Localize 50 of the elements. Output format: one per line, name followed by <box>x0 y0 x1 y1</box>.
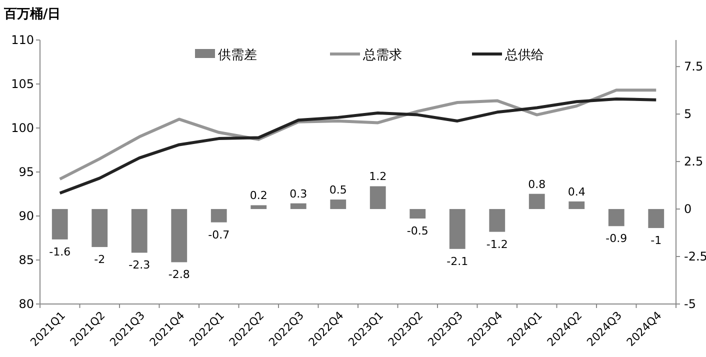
bar <box>171 209 188 262</box>
data-label: -2.8 <box>168 268 190 282</box>
bar <box>489 209 506 232</box>
data-label: 0.4 <box>568 185 586 198</box>
bar <box>528 194 545 210</box>
y-tick-label: 85 <box>18 253 34 267</box>
data-label: 1.2 <box>369 170 387 184</box>
legend-label: 总需求 <box>362 48 402 63</box>
line-series <box>58 88 658 181</box>
y2-tick-label: 5 <box>684 107 692 122</box>
y2-tick-label: -5 <box>684 297 696 311</box>
data-label: -1.2 <box>486 238 508 251</box>
y-tick-label: 105 <box>11 77 34 91</box>
bar <box>330 200 346 210</box>
bar <box>290 203 306 210</box>
data-label: -1 <box>650 234 662 248</box>
y-tick-label: 95 <box>18 165 34 179</box>
chart-title: 百万桶/日 <box>3 7 61 22</box>
data-label: -2.1 <box>446 254 468 268</box>
y2-tick-label: 0 <box>684 202 692 216</box>
legend-label: 供需差 <box>218 48 257 63</box>
y-tick-label: 100 <box>11 121 34 135</box>
bar <box>210 209 227 222</box>
bar <box>568 201 585 210</box>
bar <box>449 209 466 249</box>
bar <box>410 209 426 219</box>
data-label: -2 <box>94 253 106 266</box>
data-label: -0.7 <box>208 228 230 242</box>
bar <box>648 209 664 228</box>
data-label: 0.3 <box>290 187 308 200</box>
bar <box>608 209 624 226</box>
data-label: 0.5 <box>329 184 347 197</box>
y2-tick-label: 7.5 <box>684 60 704 74</box>
bar <box>370 186 386 210</box>
legend-label: 总供给 <box>504 48 544 63</box>
y2-tick-label: -2.5 <box>684 250 706 264</box>
data-label: -0.5 <box>406 224 428 238</box>
bar <box>92 209 108 248</box>
bar <box>52 209 68 240</box>
y-tick-label: 80 <box>18 297 34 311</box>
data-label: 0.2 <box>250 189 268 202</box>
bar <box>250 205 267 210</box>
data-label: 0.8 <box>528 178 546 191</box>
data-label: -1.6 <box>49 245 71 258</box>
y2-tick-label: 2.5 <box>684 154 704 169</box>
bar <box>131 209 148 253</box>
y-tick-label: 90 <box>18 209 34 223</box>
y-tick-label: 110 <box>11 33 34 47</box>
data-label: -0.9 <box>606 232 628 246</box>
data-label: -2.3 <box>128 258 150 272</box>
